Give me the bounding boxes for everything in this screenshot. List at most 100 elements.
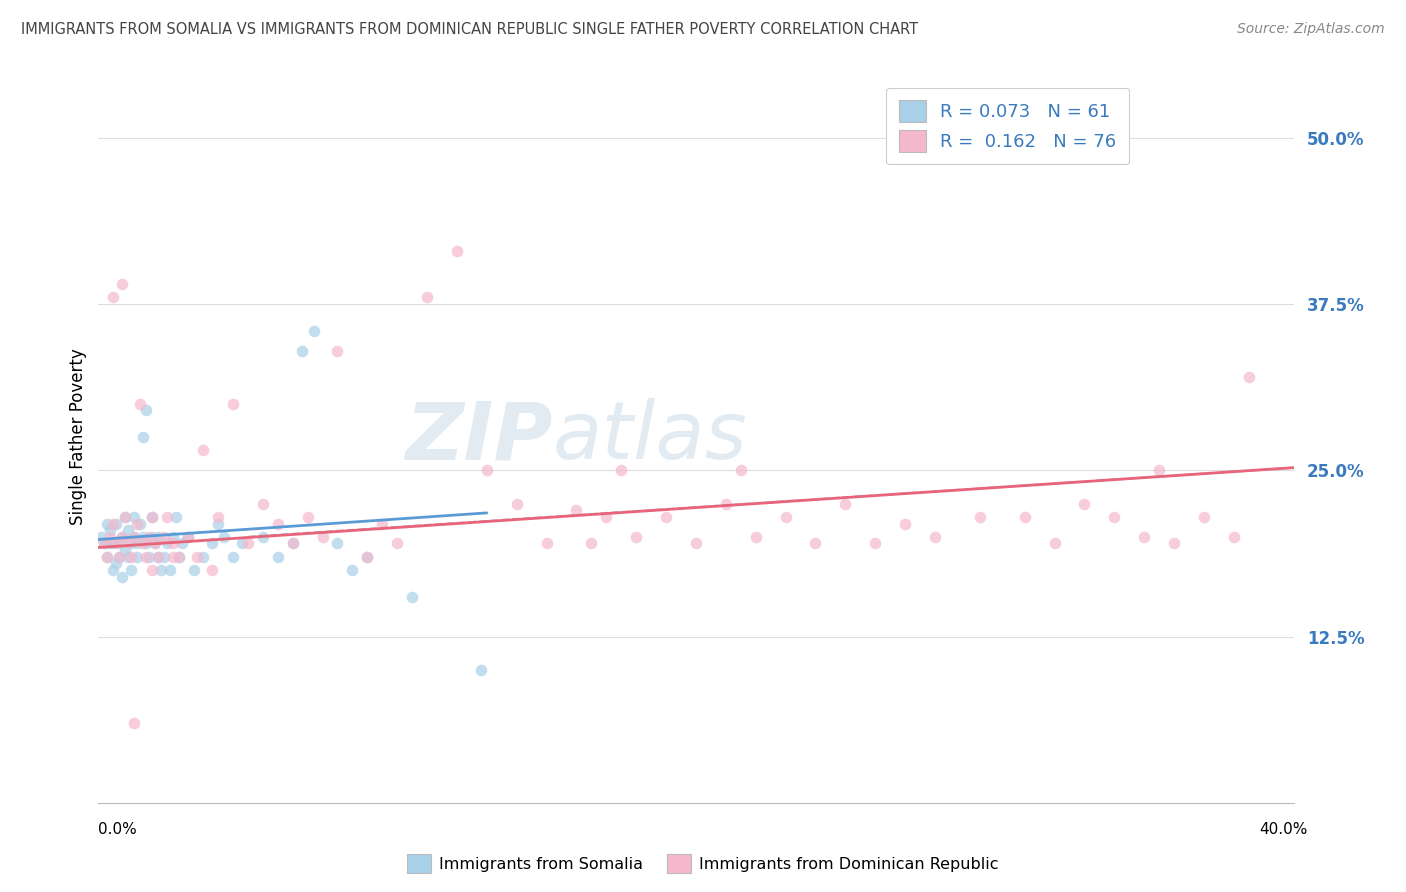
Point	[135, 403, 157, 417]
Point	[114, 509, 136, 524]
Point	[834, 497, 856, 511]
Point	[103, 290, 125, 304]
Point	[96, 549, 118, 564]
Point	[446, 244, 468, 258]
Point	[267, 549, 290, 564]
Point	[148, 549, 170, 564]
Point	[730, 463, 752, 477]
Text: 40.0%: 40.0%	[1260, 822, 1308, 837]
Point	[1133, 530, 1156, 544]
Text: IMMIGRANTS FROM SOMALIA VS IMMIGRANTS FROM DOMINICAN REPUBLIC SINGLE FATHER POVE: IMMIGRANTS FROM SOMALIA VS IMMIGRANTS FR…	[21, 22, 918, 37]
Point	[207, 509, 229, 524]
Point	[120, 563, 142, 577]
Point	[108, 549, 131, 564]
Point	[969, 509, 991, 524]
Legend: R = 0.073   N = 61, R =  0.162   N = 76: R = 0.073 N = 61, R = 0.162 N = 76	[886, 87, 1129, 164]
Point	[93, 536, 115, 550]
Point	[1043, 536, 1066, 550]
Point	[132, 430, 155, 444]
Point	[150, 563, 173, 577]
Point	[108, 536, 131, 550]
Point	[201, 563, 224, 577]
Point	[167, 549, 190, 564]
Text: Source: ZipAtlas.com: Source: ZipAtlas.com	[1237, 22, 1385, 37]
Point	[924, 530, 946, 544]
Point	[111, 570, 134, 584]
Point	[124, 716, 146, 731]
Point	[143, 536, 166, 550]
Point	[153, 530, 176, 544]
Point	[745, 530, 768, 544]
Point	[191, 443, 214, 458]
Point	[401, 590, 423, 604]
Point	[1192, 509, 1215, 524]
Point	[132, 536, 155, 550]
Point	[105, 536, 128, 550]
Point	[1147, 463, 1170, 477]
Point	[177, 530, 200, 544]
Point	[865, 536, 887, 550]
Point	[105, 557, 128, 571]
Text: atlas: atlas	[553, 398, 748, 476]
Point	[141, 509, 163, 524]
Point	[148, 530, 170, 544]
Point	[172, 536, 194, 550]
Point	[342, 563, 364, 577]
Text: 0.0%: 0.0%	[98, 822, 138, 837]
Point	[231, 536, 253, 550]
Point	[117, 549, 139, 564]
Point	[775, 509, 797, 524]
Y-axis label: Single Father Poverty: Single Father Poverty	[69, 349, 87, 525]
Point	[148, 549, 170, 564]
Point	[96, 549, 118, 564]
Point	[186, 549, 208, 564]
Point	[281, 536, 304, 550]
Point	[565, 503, 588, 517]
Point	[191, 549, 214, 564]
Point	[108, 549, 131, 564]
Point	[326, 536, 349, 550]
Point	[714, 497, 737, 511]
Point	[183, 563, 205, 577]
Point	[153, 549, 176, 564]
Point	[124, 530, 146, 544]
Point	[141, 563, 163, 577]
Point	[127, 549, 149, 564]
Point	[124, 509, 146, 524]
Point	[103, 516, 125, 531]
Point	[162, 530, 184, 544]
Point	[222, 397, 245, 411]
Point	[1223, 530, 1246, 544]
Point	[124, 530, 146, 544]
Point	[252, 497, 274, 511]
Point	[267, 516, 290, 531]
Text: ZIP: ZIP	[405, 398, 553, 476]
Point	[311, 530, 333, 544]
Point	[385, 536, 409, 550]
Point	[536, 536, 558, 550]
Point	[103, 563, 125, 577]
Point	[135, 536, 157, 550]
Point	[120, 549, 142, 564]
Point	[894, 516, 917, 531]
Point	[1104, 509, 1126, 524]
Point	[610, 463, 633, 477]
Point	[236, 536, 259, 550]
Point	[143, 536, 166, 550]
Point	[117, 523, 139, 537]
Point	[356, 549, 378, 564]
Point	[98, 523, 122, 537]
Point	[326, 343, 349, 358]
Point	[141, 530, 163, 544]
Point	[201, 536, 224, 550]
Point	[117, 536, 139, 550]
Point	[111, 530, 134, 544]
Point	[159, 563, 181, 577]
Point	[685, 536, 707, 550]
Point	[624, 530, 647, 544]
Point	[297, 509, 319, 524]
Point	[90, 530, 112, 544]
Point	[1163, 536, 1185, 550]
Point	[595, 509, 617, 524]
Point	[222, 549, 245, 564]
